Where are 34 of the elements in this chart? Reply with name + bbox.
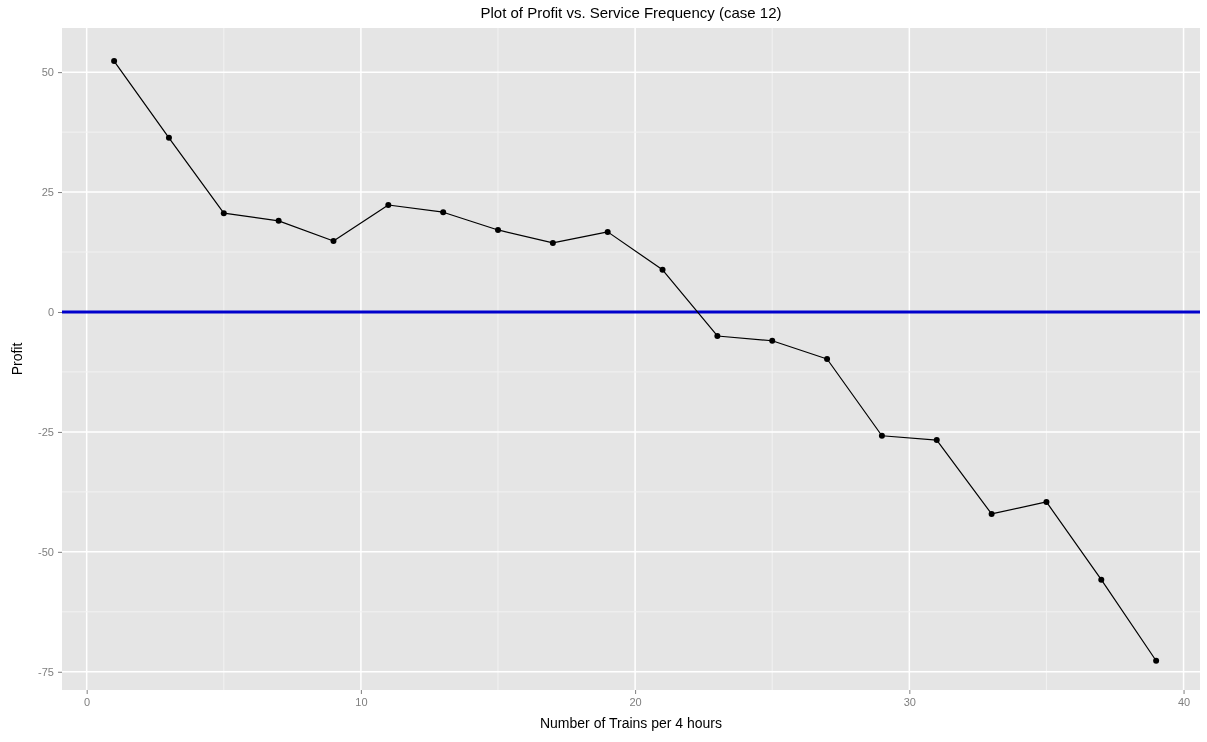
point [604, 228, 611, 235]
point [988, 510, 995, 517]
y-tick-label: -50 [38, 545, 54, 558]
y-tick-label: 0 [47, 306, 54, 319]
point [714, 332, 721, 339]
point [495, 226, 502, 233]
y-tick-label: -25 [38, 425, 54, 438]
point [275, 217, 282, 224]
chart-title: Plot of Profit vs. Service Frequency (case 12) [480, 4, 782, 21]
y-tick-label: 50 [41, 66, 54, 79]
x-tick-label: 20 [629, 695, 642, 708]
x-axis-title: Number of Trains per 4 hours [539, 715, 723, 731]
point [769, 337, 776, 344]
point [1153, 657, 1160, 664]
point [1098, 576, 1105, 583]
point [549, 239, 556, 246]
point [165, 134, 172, 141]
point [1043, 498, 1050, 505]
x-tick-label: 40 [1177, 695, 1191, 708]
y-tick-label: -75 [38, 665, 54, 678]
point [220, 210, 227, 217]
x-tick-label: 10 [355, 695, 368, 708]
x-tick-label: 30 [903, 695, 916, 708]
point [933, 437, 940, 444]
y-axis-title: Profit [9, 342, 25, 376]
point [111, 58, 118, 65]
y-tick-label: 25 [41, 186, 54, 199]
x-tick-label: 0 [84, 695, 91, 708]
point [824, 356, 831, 362]
point [330, 237, 337, 244]
point [385, 202, 392, 209]
point [659, 266, 666, 273]
point [878, 432, 885, 439]
point [440, 209, 447, 216]
